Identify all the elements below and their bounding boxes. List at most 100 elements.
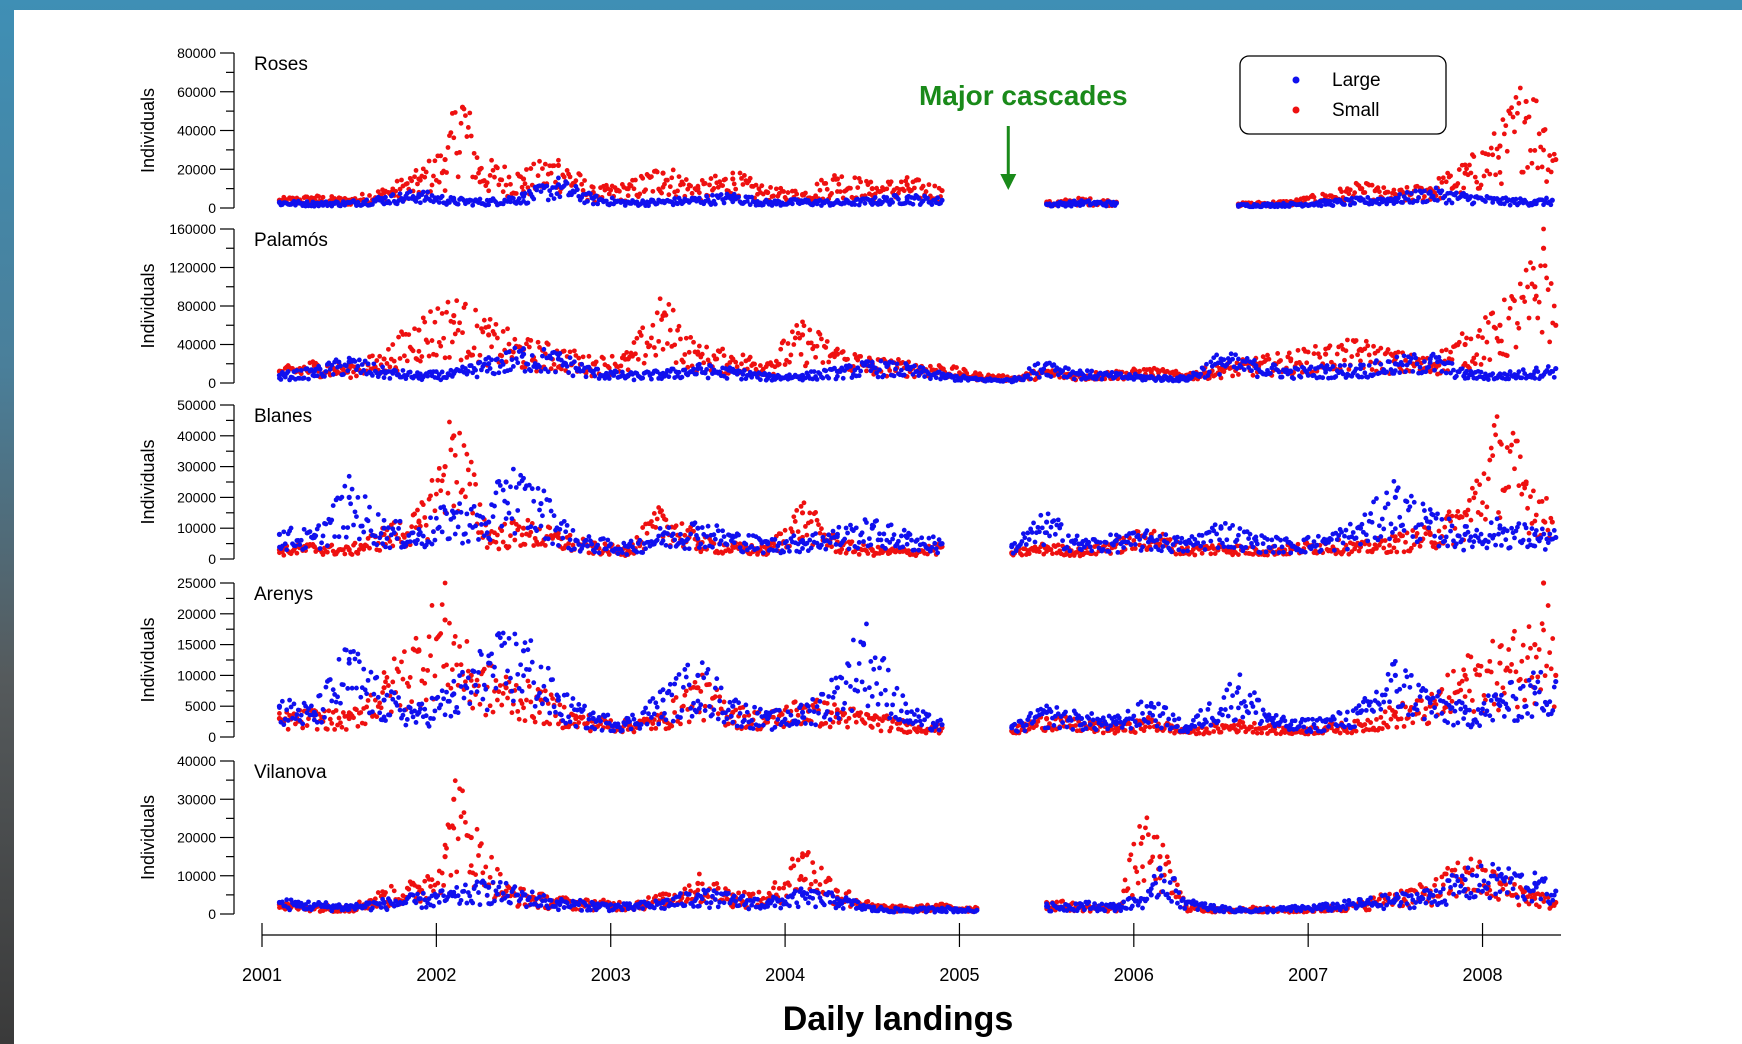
data-point [1507,111,1513,116]
data-point [1035,524,1041,530]
data-point [525,361,531,367]
data-point [521,475,526,481]
data-point [538,500,544,507]
data-point [1519,491,1525,497]
data-point [383,194,388,200]
data-point [891,532,897,538]
y-tick-label: 120000 [169,260,216,276]
data-point [832,354,837,360]
data-point [759,183,765,189]
data-point [678,336,683,342]
data-point [278,377,284,382]
data-point [509,516,515,522]
data-point [855,185,861,190]
data-point [1363,338,1369,344]
data-point [763,189,769,194]
data-point [387,200,393,206]
data-point [704,193,710,199]
data-point [696,195,702,201]
data-point [862,200,868,206]
data-point [1548,281,1554,286]
data-point [496,370,502,376]
data-point [1077,368,1083,374]
data-point [1366,362,1372,368]
data-point [742,173,747,178]
data-point [1510,430,1516,436]
data-point [413,168,419,173]
data-point [1423,531,1429,537]
data-point [829,191,834,196]
data-point [359,191,365,197]
data-point [1544,195,1549,201]
data-point [1276,550,1282,555]
data-point [785,544,791,550]
data-point [608,541,614,547]
data-point [477,359,483,365]
data-point [907,532,913,537]
data-point [1247,531,1253,537]
data-point [904,175,910,180]
data-point [1353,338,1359,343]
data-point [1459,514,1465,520]
data-point [555,162,562,168]
data-point [416,348,422,354]
data-point [470,202,476,208]
data-point [330,503,336,509]
data-point [1000,373,1006,378]
data-point [935,195,941,201]
data-point [634,335,640,341]
data-point [579,181,585,187]
data-point [683,177,689,182]
data-point [718,192,724,197]
data-point [500,329,506,334]
data-point [823,546,829,552]
data-point [743,541,749,547]
data-point [782,362,788,367]
data-point [1509,442,1514,448]
data-point [489,157,494,163]
data-point [1535,165,1541,171]
data-point [624,350,630,355]
data-point [529,353,535,358]
data-point [925,195,930,201]
data-point [878,537,884,543]
data-point [463,113,468,118]
data-point [1394,549,1400,555]
data-point [484,530,490,536]
data-point [391,530,397,536]
data-point [342,483,348,489]
data-point [1506,484,1512,490]
data-point [678,531,683,537]
data-point [643,353,648,358]
data-point [936,185,942,191]
data-point [601,356,606,361]
data-point [303,545,308,551]
data-point [633,351,638,357]
data-point [1424,198,1430,204]
data-point [525,517,531,523]
data-point [465,467,471,473]
data-point [1023,542,1029,547]
data-point [670,167,676,173]
data-point [553,185,558,190]
data-point [1504,445,1510,450]
data-point [888,522,894,528]
data-point [650,322,656,328]
data-point [656,533,662,539]
data-point [500,361,506,367]
data-point [1315,533,1321,539]
data-point [1175,534,1180,540]
data-point [933,375,939,381]
data-point [834,534,840,540]
data-point [679,521,685,526]
data-point [432,319,438,325]
data-point [1472,361,1478,367]
data-point [367,504,372,510]
data-point [493,321,499,327]
data-point [938,200,943,206]
data-point [419,354,425,359]
data-point [457,149,463,155]
data-point [1144,528,1150,534]
data-point [431,529,436,535]
data-point [1100,546,1106,552]
